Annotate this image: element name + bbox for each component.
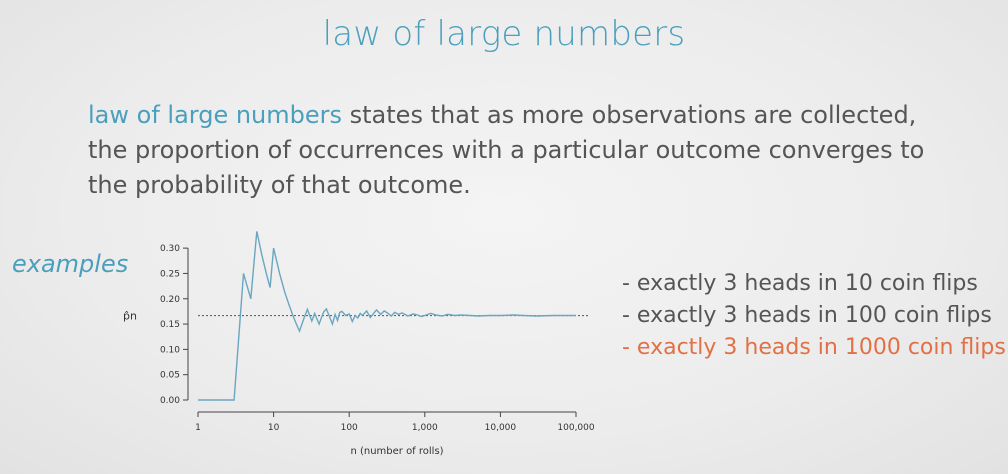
- x-axis-label: n (number of rolls): [350, 446, 443, 457]
- definition-term: law of large numbers: [88, 101, 343, 129]
- example-item: - exactly 3 heads in 100 coin flips: [622, 303, 992, 328]
- y-tick-label: 0.15: [160, 320, 180, 330]
- y-tick-label: 0.05: [160, 371, 180, 381]
- slide-title: law of large numbers: [322, 14, 686, 54]
- x-tick-label: 10: [268, 423, 280, 433]
- x-tick-label: 1,000: [412, 423, 438, 433]
- chart-axes: 0.00 0.05 0.10 0.15 0.20 0.25 0.30 1 10 100 1,000 1…: [160, 244, 595, 433]
- definition-text: law of large numbers states that as more…: [88, 98, 948, 203]
- examples-label: examples: [12, 250, 129, 278]
- y-tick-label: 0.30: [160, 244, 180, 254]
- example-item-highlighted: - exactly 3 heads in 1000 coin flips: [622, 335, 1006, 360]
- definition-body: states that as more observations are col…: [88, 101, 925, 199]
- y-axis-label: p̂n: [123, 310, 137, 323]
- example-item: - exactly 3 heads in 10 coin flips: [622, 271, 978, 296]
- x-tick-label: 100,000: [557, 423, 594, 433]
- series-line: [198, 231, 576, 401]
- x-tick-label: 100: [341, 423, 358, 433]
- x-tick-label: 10,000: [485, 423, 517, 433]
- y-tick-label: 0.00: [160, 396, 180, 406]
- x-tick-label: 1: [195, 423, 201, 433]
- y-tick-label: 0.20: [160, 295, 180, 305]
- y-tick-label: 0.25: [160, 269, 180, 279]
- lln-chart: 0.00 0.05 0.10 0.15 0.20 0.25 0.30 1 10 100 1,000 1…: [123, 231, 595, 457]
- y-tick-label: 0.10: [160, 345, 180, 355]
- example-list: - exactly 3 heads in 10 coin flips - exa…: [622, 268, 1006, 364]
